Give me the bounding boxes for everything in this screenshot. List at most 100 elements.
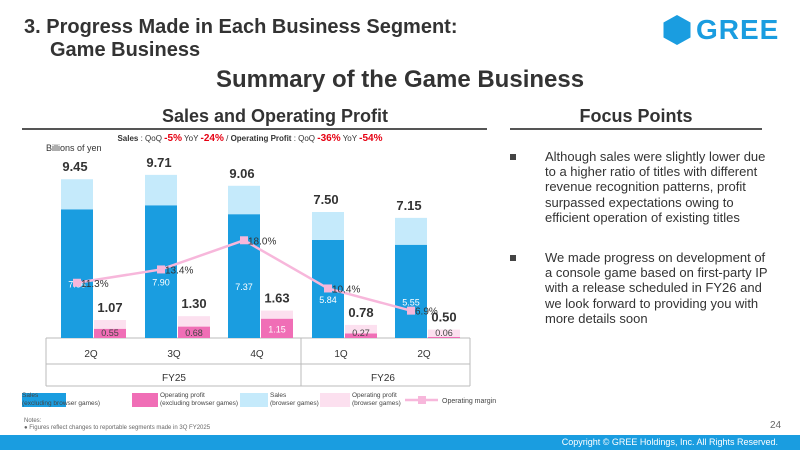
bar-sales-excluding-browser xyxy=(61,209,93,338)
point-operating-margin xyxy=(324,284,332,293)
label-sales-excluding-browser: 5.55 xyxy=(402,297,420,307)
point-operating-margin xyxy=(73,278,81,287)
subheading-op-yoy: -54% xyxy=(359,133,382,144)
legend-swatch xyxy=(320,393,350,407)
logo-text: GREE xyxy=(696,14,780,45)
label-op-excluding-browser: 1.15 xyxy=(268,324,286,334)
subheading-op-qoq: -36% xyxy=(317,133,340,144)
bar-sales-excluding-browser xyxy=(228,214,260,338)
label-sales-total: 9.06 xyxy=(229,166,254,181)
chart-marks: 7.669.450.551.072Q7.909.710.681.303Q7.37… xyxy=(22,155,496,407)
bar-op-browser xyxy=(178,316,210,327)
bar-sales-browser xyxy=(145,174,177,206)
chart-subheading: Sales : QoQ -5% YoY -24% / Operating Pro… xyxy=(117,133,382,144)
legend-swatch xyxy=(132,393,158,407)
legend-label: Operating profit (excluding browser games… xyxy=(160,392,238,407)
subheading-separator: / xyxy=(226,134,230,143)
legend-swatch xyxy=(22,393,66,407)
bar-op-browser xyxy=(345,324,377,334)
label-operating-margin: 6.9% xyxy=(415,307,438,318)
bar-sales-excluding-browser xyxy=(395,244,427,338)
x-tick-label: 1Q xyxy=(334,349,348,360)
bar-op-excluding-browser xyxy=(94,328,126,338)
bar-op-excluding-browser xyxy=(261,318,293,338)
subheading-sales-qoq-label: : QoQ xyxy=(141,134,165,143)
x-tick-label: 2Q xyxy=(84,349,98,360)
legend-marker-operating-margin xyxy=(418,396,426,404)
label-op-total: 1.07 xyxy=(97,300,122,315)
label-operating-margin: 11.3% xyxy=(81,279,109,290)
label-operating-margin: 18.0% xyxy=(248,236,276,247)
legend-label: Sales (browser games) xyxy=(270,392,319,407)
point-operating-margin xyxy=(157,265,165,274)
bar-op-excluding-browser xyxy=(178,326,210,338)
section-title-line2: Game Business xyxy=(50,39,201,61)
sales-operating-profit-heading: Sales and Operating Profit xyxy=(161,106,389,126)
label-sales-excluding-browser: 7.37 xyxy=(235,282,253,292)
note-text: Figures reflect changes to reportable se… xyxy=(29,425,211,431)
note-item: ● Figures reflect changes to reportable … xyxy=(24,425,211,431)
label-operating-margin: 13.4% xyxy=(165,265,193,276)
fiscal-year-label: FY25 xyxy=(162,373,186,384)
label-op-excluding-browser: 0.27 xyxy=(352,328,370,338)
bar-op-browser xyxy=(94,320,126,329)
subheading-sales-yoy-label: YoY xyxy=(184,134,200,143)
label-sales-total: 9.71 xyxy=(146,155,171,170)
bar-sales-browser xyxy=(61,179,93,210)
label-sales-excluding-browser: 7.90 xyxy=(152,278,170,288)
label-sales-total: 7.15 xyxy=(396,198,421,213)
bar-sales-browser xyxy=(228,185,260,215)
notes: Notes: ● Figures reflect changes to repo… xyxy=(24,418,210,432)
x-tick-label: 4Q xyxy=(250,349,264,360)
copyright: Copyright © GREE Holdings, Inc. All Righ… xyxy=(561,437,778,447)
page-number: 24 xyxy=(770,420,782,431)
x-tick-label: 3Q xyxy=(167,349,181,360)
bar-sales-browser xyxy=(312,212,344,240)
subheading-sales-label: Sales xyxy=(117,134,138,143)
label-op-excluding-browser: 0.68 xyxy=(185,328,203,338)
bar-op-excluding-browser xyxy=(345,333,377,338)
left-heading-underline xyxy=(22,128,487,130)
label-sales-excluding-browser: 5.84 xyxy=(319,295,337,305)
subheading-op-yoy-label: YoY xyxy=(343,134,359,143)
label-op-total: 1.63 xyxy=(264,291,289,306)
right-heading-underline xyxy=(510,128,762,130)
fiscal-year-label: FY26 xyxy=(371,373,395,384)
label-op-total: 1.30 xyxy=(181,296,206,311)
focus-point-text: We made progress on development of a con… xyxy=(545,250,768,326)
section-title: 3. Progress Made in Each Business Segmen… xyxy=(24,16,457,62)
subheading-op-qoq-label: : QoQ xyxy=(294,134,318,143)
legend-label: Sales (excluding browser games) xyxy=(22,392,100,407)
point-operating-margin xyxy=(240,236,248,245)
label-op-total: 0.78 xyxy=(348,305,373,320)
legend-label: Operating profit (browser games) xyxy=(352,392,401,407)
legend-swatch xyxy=(240,393,268,407)
gree-logo: GREE xyxy=(662,14,780,46)
main-title: Summary of the Game Business xyxy=(215,66,585,93)
focus-point-text: Although sales were slightly lower due t… xyxy=(545,149,766,225)
bar-op-browser xyxy=(261,310,293,319)
subheading-sales-qoq: -5% xyxy=(164,133,182,144)
bar-sales-browser xyxy=(395,217,427,245)
bar-op-browser xyxy=(428,329,460,337)
x-tick-label: 2Q xyxy=(417,349,431,360)
bar-op-excluding-browser xyxy=(428,336,460,338)
label-op-total: 0.50 xyxy=(431,310,456,325)
notes-title: Notes: xyxy=(24,418,42,424)
footer-bar: Copyright © GREE Holdings, Inc. All Righ… xyxy=(0,435,800,450)
label-sales-total: 9.45 xyxy=(62,159,87,174)
section-title-line1: 3. Progress Made in Each Business Segmen… xyxy=(24,16,458,38)
subheading-op-label: Operating Profit xyxy=(231,134,292,143)
point-operating-margin xyxy=(407,306,415,315)
legend-label-operating-margin: Operating margin xyxy=(442,398,496,405)
bullet-icon xyxy=(510,154,516,160)
hexagon-logo-icon xyxy=(663,15,691,45)
bullet-icon xyxy=(510,255,516,261)
subheading-sales-yoy: -24% xyxy=(201,133,224,144)
unit-label: Billions of yen xyxy=(46,143,102,153)
focus-points-heading: Focus Points xyxy=(579,106,693,126)
label-op-excluding-browser: 0.06 xyxy=(435,328,453,338)
label-sales-total: 7.50 xyxy=(313,192,338,207)
label-op-excluding-browser: 0.55 xyxy=(101,328,119,338)
